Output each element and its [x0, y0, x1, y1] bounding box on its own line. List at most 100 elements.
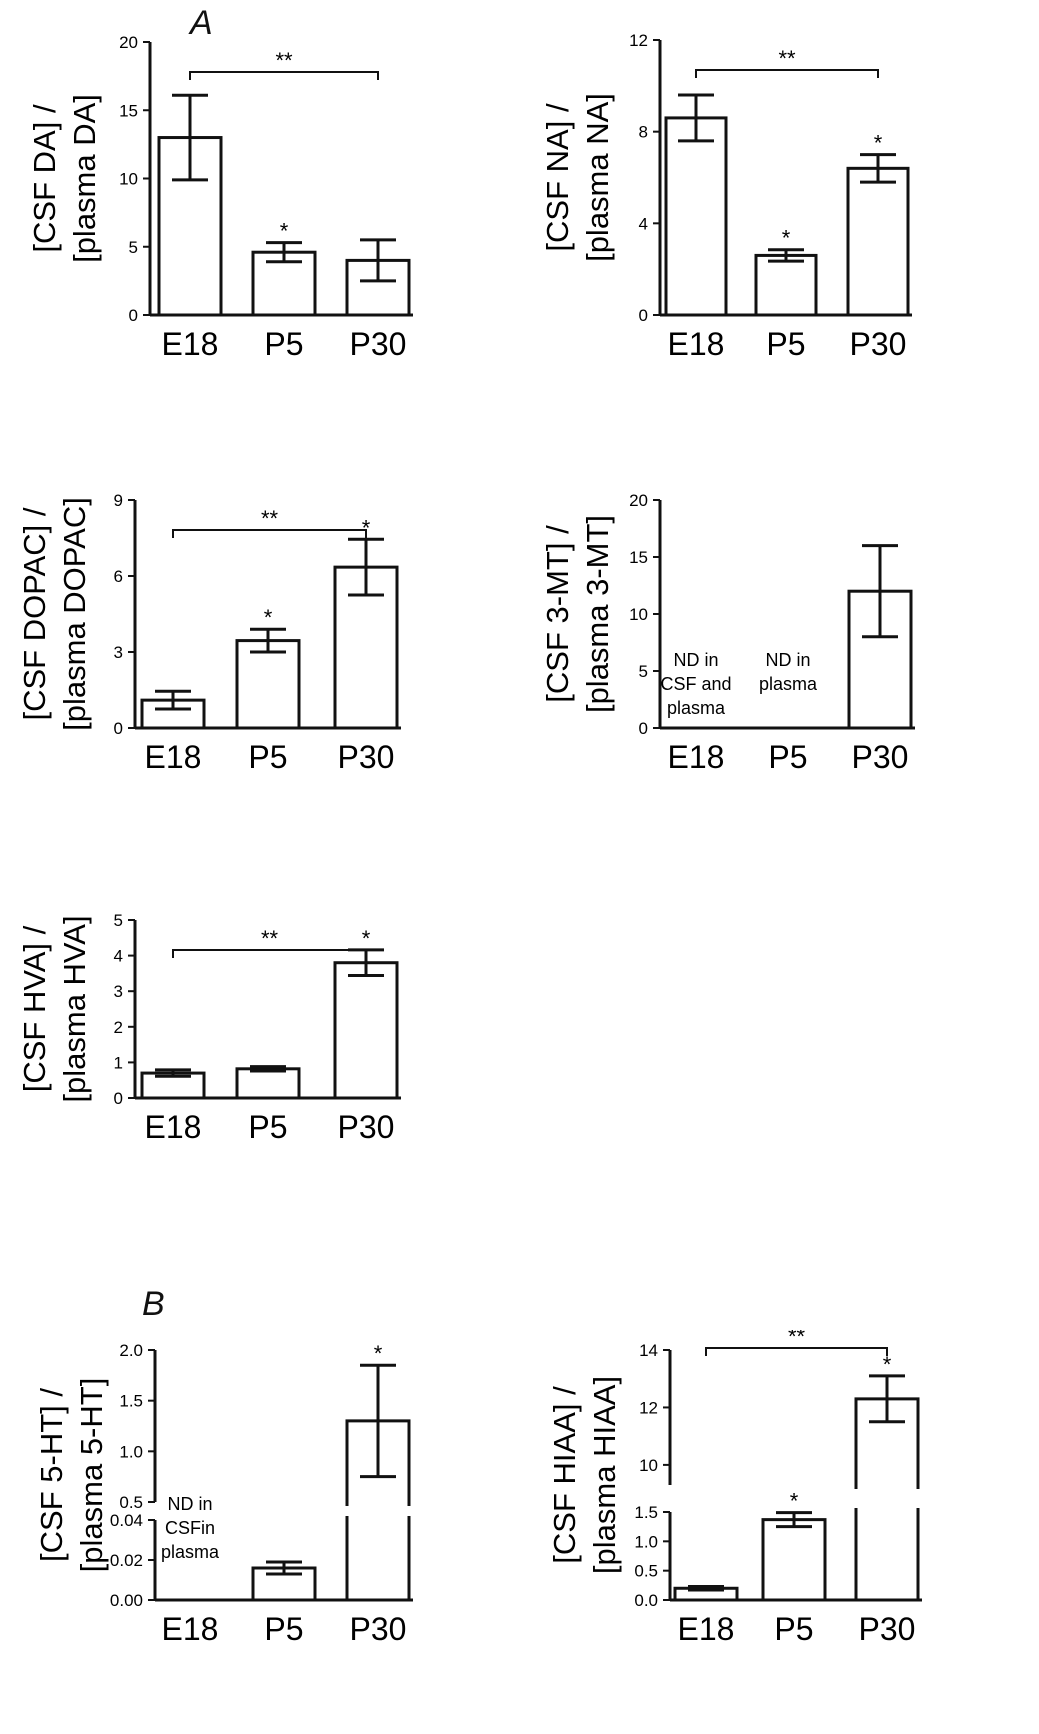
y-axis-label: [plasma DOPAC]	[57, 497, 92, 731]
chart-da: 0 5 10 15 20 * E18 P5 P30 ** [CSF DA] / [plasma DA]	[27, 33, 413, 362]
significance-mark: *	[883, 1352, 892, 1377]
significance-mark: *	[362, 926, 371, 951]
y-tick-label: 1.5	[119, 1392, 143, 1411]
nd-note: plasma	[161, 1542, 220, 1562]
nd-note: CSF and	[660, 674, 731, 694]
y-tick-label: 1.0	[634, 1532, 658, 1551]
x-tick-label-E18: E18	[668, 326, 725, 362]
significance-mark: *	[790, 1489, 799, 1514]
y-tick-label: 0	[639, 306, 648, 325]
y-axis-label: [plasma 3-MT]	[580, 515, 615, 713]
y-tick-label: 20	[629, 491, 648, 510]
y-axis-label: [plasma NA]	[580, 93, 615, 262]
significance-bracket	[705, 1347, 888, 1356]
significance-mark: *	[362, 515, 371, 540]
significance-mark: *	[782, 226, 791, 251]
significance-bracket-label: **	[788, 1330, 806, 1349]
chart-hva: 0 1 2 3 4 5 * E18 P5 P30 ** [CSF HVA] / [plasma HVA]	[17, 911, 401, 1145]
nd-note: ND in	[167, 1494, 212, 1514]
significance-mark: *	[874, 131, 883, 156]
y-tick-label: 20	[119, 33, 138, 52]
section-label-a: A	[190, 4, 213, 42]
nd-note: plasma	[667, 698, 726, 718]
bar-P5	[761, 1518, 827, 1602]
chart-5ht: 0.5 1.0 1.5 2.0 0.00 0.02 0.04 * E18 P5 P30 [CSF 5-…	[34, 1341, 413, 1647]
significance-bracket	[172, 529, 367, 538]
x-tick-label-P5: P5	[264, 326, 303, 362]
x-tick-label-P30: P30	[852, 739, 909, 775]
x-tick-label-E18: E18	[162, 326, 219, 362]
y-tick-label: 10	[639, 1456, 658, 1475]
significance-mark: *	[280, 219, 289, 244]
y-axis-label: [CSF 3-MT] /	[540, 525, 575, 703]
y-tick-label: 1.5	[634, 1503, 658, 1522]
y-tick-label: 0.00	[110, 1591, 143, 1610]
x-tick-label-P30: P30	[350, 1611, 407, 1647]
y-tick-label: 12	[639, 1398, 658, 1417]
y-tick-label: 3	[114, 982, 123, 1001]
y-tick-label: 8	[639, 123, 648, 142]
x-tick-label-P5: P5	[248, 1109, 287, 1145]
y-tick-label: 10	[119, 170, 138, 189]
y-tick-label: 15	[629, 548, 648, 567]
x-tick-label-P30: P30	[338, 1109, 395, 1145]
y-axis-label: [CSF DA] /	[27, 104, 62, 253]
y-tick-label: 5	[129, 238, 138, 257]
y-axis-label: [CSF 5-HT] /	[34, 1388, 69, 1562]
significance-bracket	[695, 69, 879, 78]
y-tick-label: 0.0	[634, 1591, 658, 1610]
nd-note: ND in	[673, 650, 718, 670]
x-tick-label-P5: P5	[774, 1611, 813, 1647]
x-tick-label-E18: E18	[678, 1611, 735, 1647]
y-axis-label: [plasma DA]	[67, 94, 102, 263]
y-tick-label: 0	[114, 1089, 123, 1108]
significance-mark: *	[374, 1341, 383, 1366]
y-axis-label: [plasma HVA]	[57, 915, 92, 1102]
y-tick-label: 0.5	[634, 1562, 658, 1581]
y-tick-label: 4	[639, 214, 648, 233]
y-tick-label: 9	[114, 491, 123, 510]
x-tick-label-P5: P5	[768, 739, 807, 775]
x-tick-label-P30: P30	[859, 1611, 916, 1647]
nd-note: plasma	[759, 674, 818, 694]
y-tick-label: 1	[114, 1053, 123, 1072]
y-tick-label: 0	[129, 306, 138, 325]
significance-bracket-label: **	[778, 46, 796, 71]
bar-P30	[333, 961, 399, 1100]
x-tick-label-P5: P5	[264, 1611, 303, 1647]
chart-3mt: 0 5 10 15 20 E18 P5 P30 [CSF 3-MT] / [plasma 3-MT…	[540, 491, 915, 775]
nd-note: ND in	[765, 650, 810, 670]
y-tick-label: 0	[114, 719, 123, 738]
bar-P5	[235, 639, 301, 730]
significance-bracket-label: **	[261, 506, 279, 531]
y-tick-label: 15	[119, 101, 138, 120]
y-axis-label: [plasma 5-HT]	[74, 1378, 109, 1573]
bar-E18	[664, 116, 728, 317]
y-tick-label: 0.04	[110, 1511, 143, 1530]
y-tick-label: 5	[639, 662, 648, 681]
x-tick-label-E18: E18	[668, 739, 725, 775]
x-tick-label-E18: E18	[162, 1611, 219, 1647]
y-axis-label: [CSF HVA] /	[17, 925, 52, 1092]
y-tick-label: 10	[629, 605, 648, 624]
y-axis-label: [CSF HIAA] /	[547, 1386, 582, 1564]
y-axis-label: [CSF DOPAC] /	[17, 507, 52, 720]
x-tick-label-P5: P5	[766, 326, 805, 362]
significance-bracket-label: **	[261, 926, 279, 951]
bar-P5	[235, 1067, 301, 1100]
significance-bracket	[189, 71, 379, 80]
y-tick-label: 1.0	[119, 1442, 143, 1461]
y-tick-label: 0.5	[119, 1493, 143, 1512]
significance-bracket-label: **	[275, 48, 293, 73]
section-label-b: B	[142, 1285, 165, 1323]
y-axis-label: [plasma HIAA]	[587, 1376, 622, 1574]
x-tick-label-E18: E18	[145, 1109, 202, 1145]
nd-note: CSFin	[165, 1518, 215, 1538]
x-tick-label-P5: P5	[248, 739, 287, 775]
x-tick-label-E18: E18	[145, 739, 202, 775]
y-tick-label: 4	[114, 947, 123, 966]
significance-mark: *	[264, 605, 273, 630]
